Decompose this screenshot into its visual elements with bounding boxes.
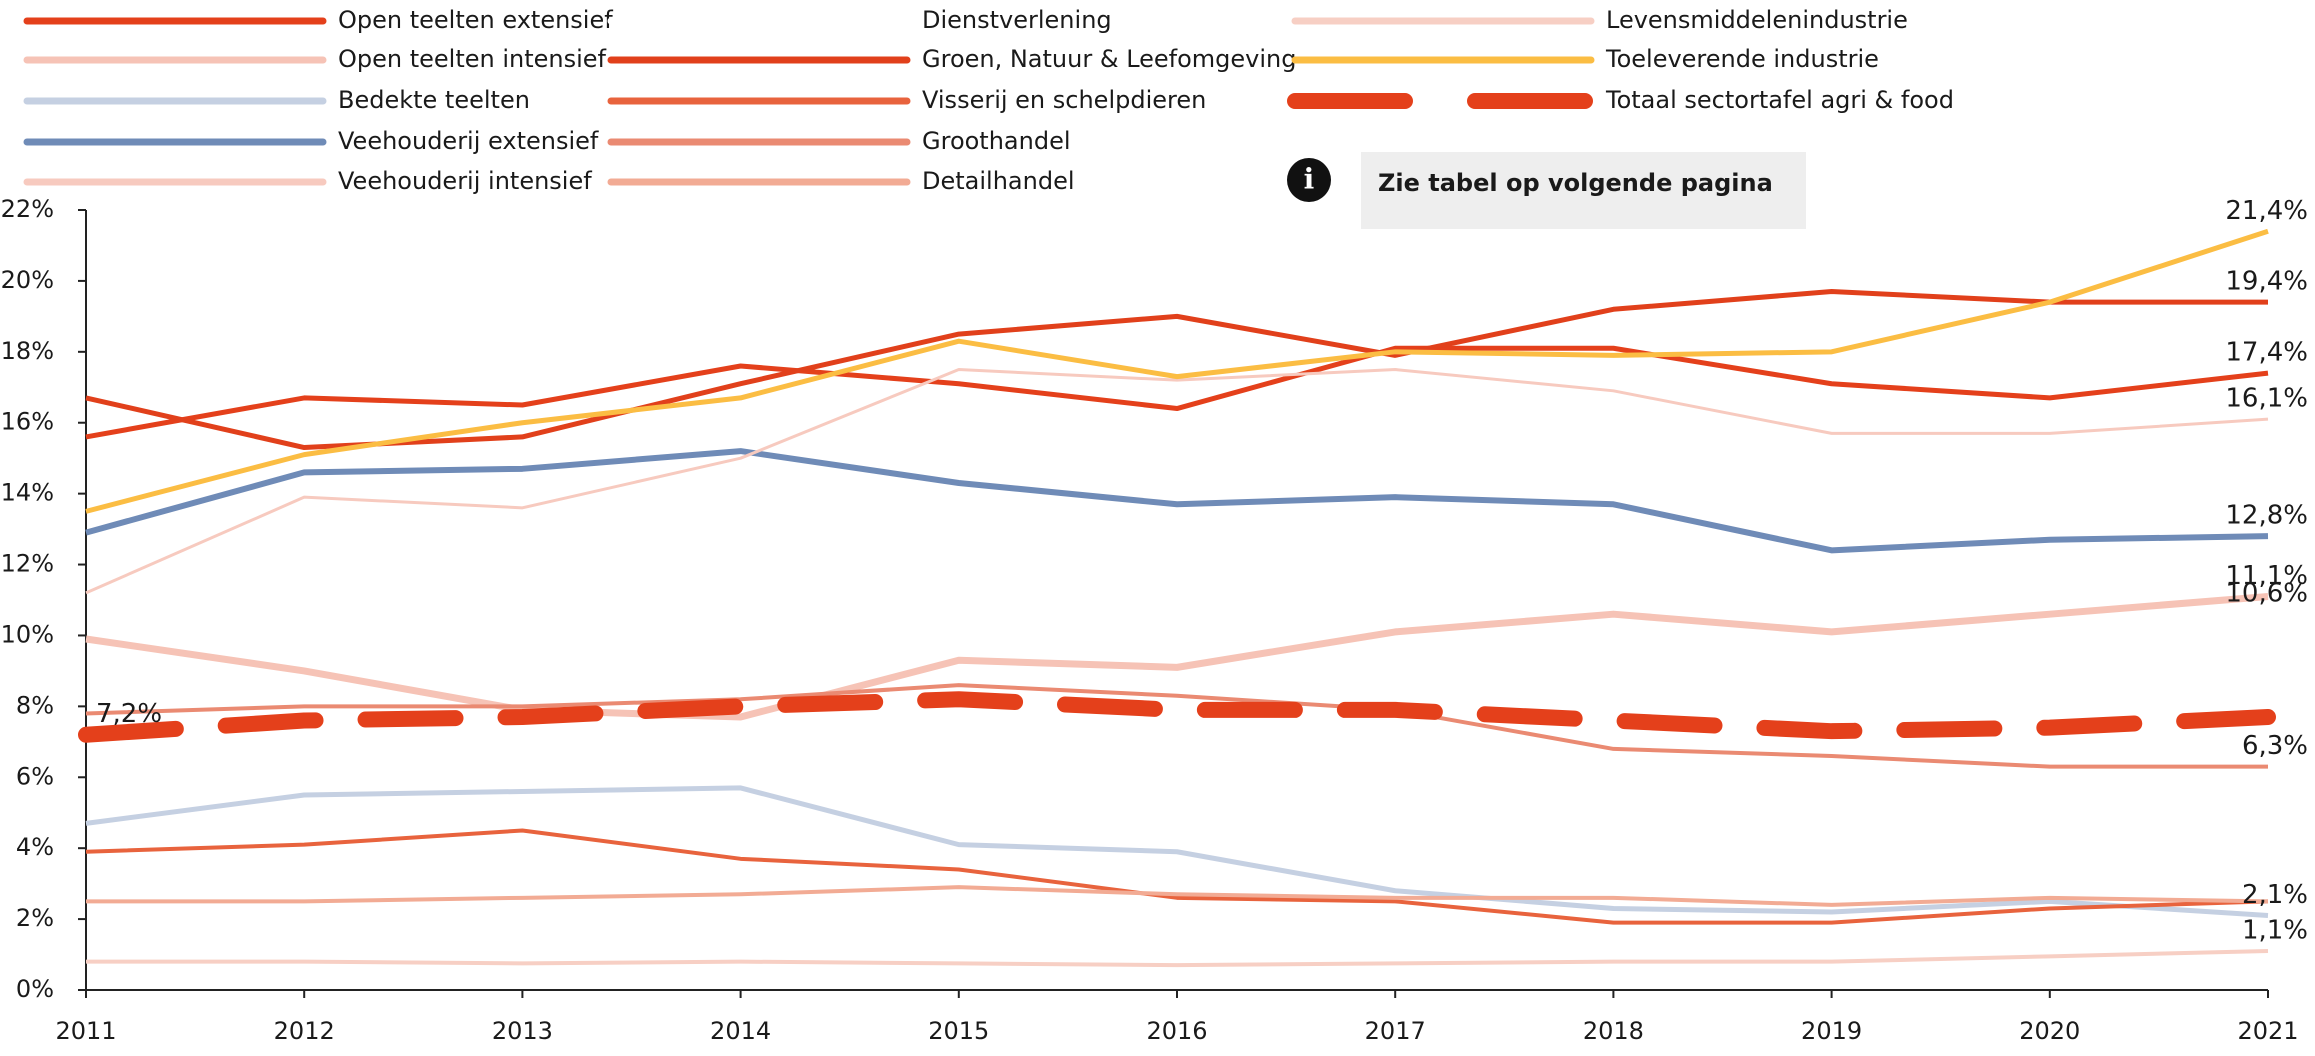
x-tick-label: 2011 xyxy=(55,1017,116,1045)
y-tick-label: 4% xyxy=(16,833,54,861)
series-line xyxy=(85,228,2269,514)
x-tick-label: 2013 xyxy=(492,1017,553,1045)
x-tick-label: 2016 xyxy=(1146,1017,1207,1045)
end-label: 16,1% xyxy=(2225,384,2308,414)
end-label: 6,3% xyxy=(2242,731,2308,761)
y-tick-label: 12% xyxy=(1,550,54,578)
series-line xyxy=(85,683,2268,769)
end-label: 21,4% xyxy=(2225,196,2308,226)
legend-label: Veehouderij extensief xyxy=(338,127,599,155)
y-tick-label: 0% xyxy=(16,975,54,1003)
end-label: 19,4% xyxy=(2225,267,2308,297)
end-label: 2,1% xyxy=(2242,880,2308,910)
end-label: 1,1% xyxy=(2242,916,2308,946)
legend-label: Visserij en schelpdieren xyxy=(922,86,1206,114)
series-line xyxy=(85,345,2269,440)
series-line xyxy=(86,885,2269,907)
end-label: 11,1% xyxy=(2225,561,2308,591)
legend-label: Groothandel xyxy=(922,127,1071,155)
x-tick-label: 2015 xyxy=(928,1017,989,1045)
legend-label: Toeleverende industrie xyxy=(1605,45,1879,73)
y-tick-label: 20% xyxy=(1,266,54,294)
y-tick-label: 16% xyxy=(1,408,54,436)
legend-label: Totaal sectortafel agri & food xyxy=(1605,86,1954,114)
info-box xyxy=(1361,152,1806,229)
series-line xyxy=(85,289,2268,451)
x-tick-label: 2012 xyxy=(274,1017,335,1045)
legend-label: Open teelten extensief xyxy=(338,6,613,34)
legend-label: Open teelten intensief xyxy=(338,45,607,73)
y-tick-label: 2% xyxy=(16,904,54,932)
series-line xyxy=(85,592,2269,721)
y-tick-label: 10% xyxy=(1,620,54,648)
legend-label: Groen, Natuur & Leefomgeving xyxy=(922,45,1297,73)
y-tick-label: 6% xyxy=(16,762,54,790)
y-tick-label: 8% xyxy=(16,691,54,719)
y-tick-label: 14% xyxy=(1,479,54,507)
series-line xyxy=(85,448,2269,554)
series-line xyxy=(86,949,2269,968)
legend-label: Veehouderij intensief xyxy=(338,167,592,195)
series-line xyxy=(85,828,2269,925)
info-icon-glyph: i xyxy=(1304,163,1315,196)
x-tick-label: 2021 xyxy=(2237,1017,2298,1045)
x-tick-label: 2017 xyxy=(1365,1017,1426,1045)
x-tick-label: 2020 xyxy=(2019,1017,2080,1045)
x-tick-label: 2014 xyxy=(710,1017,771,1045)
info-text: Zie tabel op volgende pagina xyxy=(1378,169,1773,197)
y-tick-label: 18% xyxy=(1,337,54,365)
x-tick-label: 2019 xyxy=(1801,1017,1862,1045)
x-tick-label: 2018 xyxy=(1583,1017,1644,1045)
info-icon xyxy=(1287,158,1331,202)
legend-label: Detailhandel xyxy=(922,167,1075,195)
legend-label: Dienstverlening xyxy=(922,6,1112,34)
legend-label: Levensmiddelenindustrie xyxy=(1606,6,1908,34)
end-label: 7,2% xyxy=(96,699,162,729)
series-line xyxy=(85,368,2269,595)
legend-label: Bedekte teelten xyxy=(338,86,530,114)
series-line xyxy=(85,785,2269,919)
end-label: 17,4% xyxy=(2225,338,2308,368)
y-tick-label: 22% xyxy=(1,195,54,223)
end-label: 10,6% xyxy=(2225,579,2308,609)
series-line xyxy=(78,691,2276,743)
end-label: 12,8% xyxy=(2225,501,2308,531)
